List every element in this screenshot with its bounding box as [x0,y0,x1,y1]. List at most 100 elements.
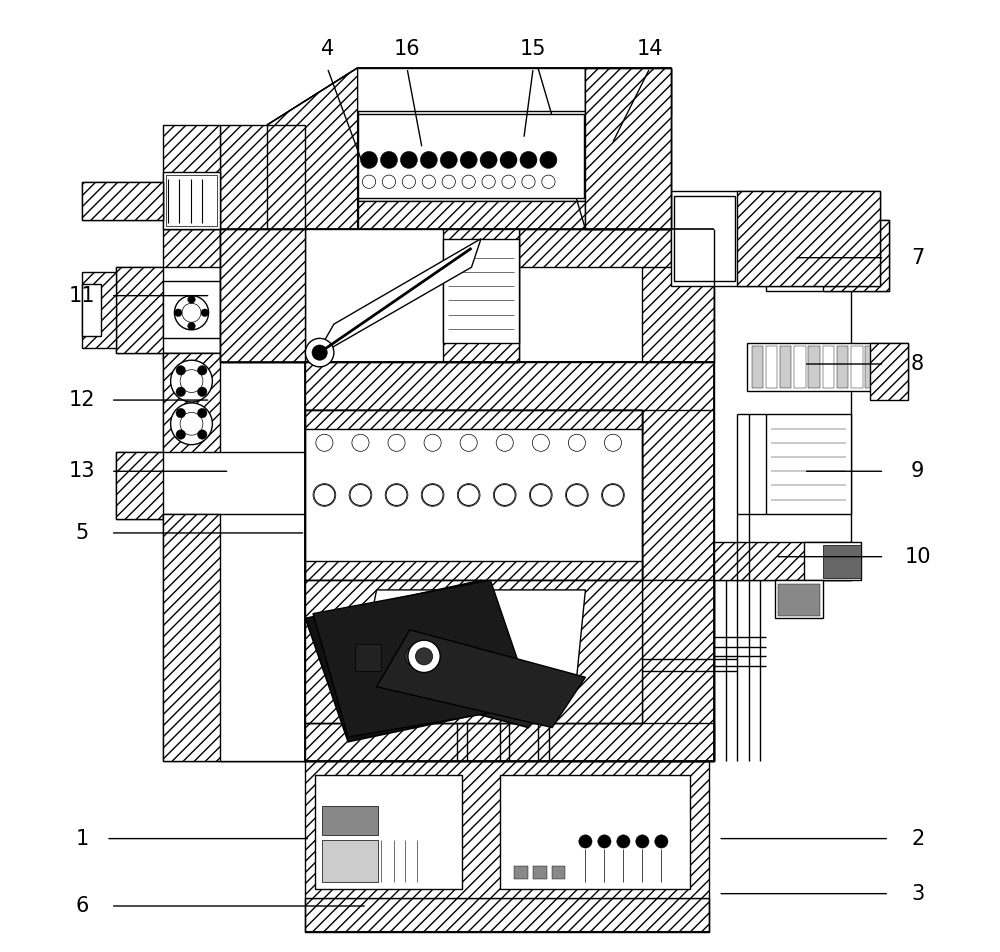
Circle shape [465,177,478,190]
Circle shape [457,484,480,506]
Bar [82,182,163,220]
Polygon shape [823,220,889,291]
Circle shape [443,150,458,166]
Circle shape [197,429,207,439]
Circle shape [458,485,479,506]
Circle shape [603,485,623,506]
Circle shape [444,177,457,190]
Polygon shape [780,346,791,387]
Polygon shape [443,229,519,362]
Circle shape [462,175,475,188]
Text: 15: 15 [520,39,546,59]
Circle shape [530,485,551,506]
Circle shape [422,150,437,166]
Polygon shape [766,346,777,387]
Polygon shape [305,899,709,932]
Circle shape [402,175,416,188]
Circle shape [362,175,376,188]
Polygon shape [305,581,528,742]
Polygon shape [220,362,305,761]
Polygon shape [163,352,220,457]
Circle shape [388,434,405,451]
Circle shape [305,338,334,367]
Bar [358,114,584,198]
Circle shape [423,177,436,190]
Circle shape [401,150,416,166]
Polygon shape [82,182,163,220]
Bar [500,775,690,889]
Circle shape [506,150,521,166]
Circle shape [188,296,195,304]
Polygon shape [305,409,642,581]
Polygon shape [358,201,585,229]
Circle shape [188,322,195,329]
Bar [322,806,378,835]
Polygon shape [837,346,848,387]
Circle shape [602,484,624,506]
Circle shape [360,177,374,190]
Circle shape [421,484,444,506]
Polygon shape [794,346,806,387]
Circle shape [197,387,207,397]
Circle shape [527,150,542,166]
Circle shape [381,177,395,190]
Circle shape [424,434,441,451]
Circle shape [566,485,587,506]
Polygon shape [220,229,519,362]
Polygon shape [585,68,671,229]
Circle shape [182,304,201,322]
Polygon shape [220,362,714,761]
Polygon shape [116,268,220,352]
Polygon shape [305,409,642,581]
Circle shape [416,647,433,664]
Bar [163,172,220,229]
Polygon shape [82,272,116,347]
Polygon shape [220,229,714,362]
Polygon shape [116,452,163,519]
Circle shape [386,485,407,506]
Polygon shape [358,590,585,684]
Polygon shape [220,229,305,362]
Circle shape [349,484,372,506]
Circle shape [464,150,479,166]
Polygon shape [163,229,220,362]
Circle shape [460,434,477,451]
Circle shape [380,151,397,169]
Bar [775,581,823,619]
Circle shape [313,484,336,506]
Bar [355,644,381,670]
Circle shape [568,434,585,451]
Circle shape [171,403,212,445]
Circle shape [528,177,541,190]
Polygon shape [714,543,851,581]
Bar [358,110,585,201]
Circle shape [180,369,203,392]
Circle shape [422,175,435,188]
Text: 16: 16 [394,39,420,59]
Polygon shape [267,68,671,229]
Circle shape [440,151,457,169]
Text: 6: 6 [76,896,89,916]
Polygon shape [305,581,642,723]
Circle shape [565,484,588,506]
Polygon shape [766,220,889,291]
Polygon shape [229,699,251,723]
Circle shape [176,408,186,418]
Circle shape [174,296,209,329]
Circle shape [201,309,209,316]
Polygon shape [163,352,305,457]
Bar [322,840,378,883]
Bar [229,656,250,670]
Text: 10: 10 [904,546,931,566]
Polygon shape [642,229,714,362]
Bar [315,775,462,889]
Text: 9: 9 [911,462,924,482]
Circle shape [496,434,513,451]
Polygon shape [163,125,220,229]
Circle shape [532,434,549,451]
Circle shape [380,150,396,166]
Bar [766,414,851,514]
Polygon shape [220,229,305,362]
Circle shape [460,151,477,169]
Text: 12: 12 [69,390,96,410]
